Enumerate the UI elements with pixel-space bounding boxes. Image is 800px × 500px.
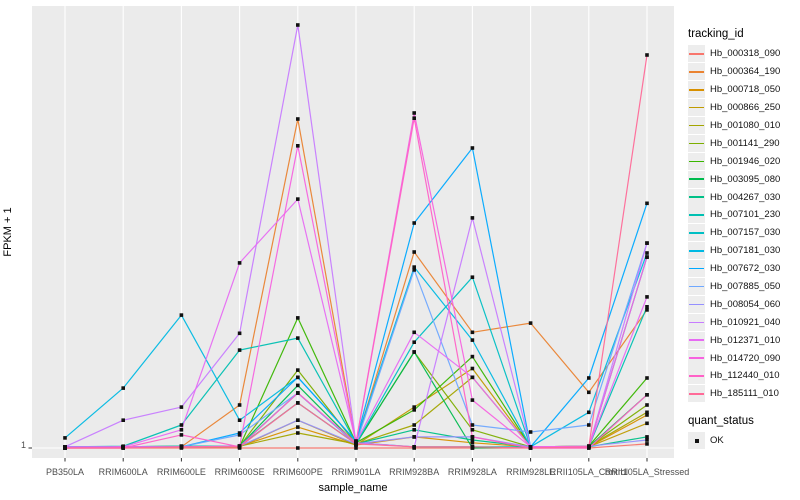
legend-item-label: Hb_007885_050 (710, 281, 781, 293)
legend-key-swatch (688, 63, 705, 81)
legend-item: Hb_000318_090 (688, 45, 800, 63)
legend-item: Hb_003095_080 (688, 170, 800, 188)
x-tick-label: RRIM600SE (214, 467, 265, 477)
legend-item-label: Hb_001946_020 (710, 155, 781, 167)
legend-item: Hb_000364_190 (688, 63, 800, 81)
legend-key-swatch (688, 260, 705, 278)
legend-item: Hb_185111_010 (688, 385, 800, 403)
legend-item-label: Hb_112440_010 (710, 370, 780, 382)
legend-item-label: Hb_000364_190 (710, 66, 781, 78)
legend-item-label: Hb_001080_010 (710, 120, 781, 131)
legend-items: Hb_000318_090 Hb_000364_190 Hb_000718_050 H… (688, 45, 800, 403)
legend-key-swatch (688, 349, 705, 367)
legend-item-label: Hb_000866_250 (710, 102, 781, 114)
legend-key-swatch (688, 117, 705, 134)
legend-key-swatch (688, 206, 705, 224)
legend-item: Hb_112440_010 (688, 367, 800, 385)
legend-item: Hb_004267_030 (688, 188, 800, 206)
legend-item-label: Hb_004267_030 (710, 191, 781, 203)
legend-key-swatch (688, 134, 705, 152)
x-tick-label: RRIM901LA (331, 467, 381, 477)
y-tick-label: 1 (20, 440, 26, 450)
legend-item: Hb_001946_020 (688, 152, 800, 170)
legend-item: Hb_007157_030 (688, 224, 800, 242)
legend-key-swatch (688, 152, 705, 170)
legend-key-swatch (688, 278, 705, 296)
legend-item: Hb_014720_090 (688, 349, 800, 367)
legend-item-label: OK (710, 435, 724, 447)
x-tick-label: RRIM928BA (389, 467, 440, 477)
legend-item: Hb_007885_050 (688, 278, 800, 296)
legend-item-label: Hb_010921_040 (710, 316, 781, 328)
ok-square-icon (688, 432, 705, 450)
legend-key-swatch (688, 224, 705, 242)
legend-title-quant-status: quant_status (688, 414, 754, 427)
legend-item: Hb_001080_010 (688, 117, 800, 135)
legend-item-label: Hb_185111_010 (710, 388, 779, 400)
legend: tracking_id Hb_000318_090 Hb_000364_190 Hb… (688, 28, 800, 450)
x-tick-label: RRIM600LE (156, 467, 206, 477)
legend-key-swatch (688, 331, 705, 349)
legend-item: Hb_007101_230 (688, 206, 800, 224)
legend-key-swatch (688, 81, 705, 99)
legend-key-swatch (688, 242, 705, 260)
legend-item-label: Hb_000318_090 (710, 48, 781, 60)
x-tick-label: RRII105LA_Stressed (604, 467, 690, 477)
legend-item-label: Hb_007157_030 (710, 227, 781, 239)
legend-item-label: Hb_000718_050 (710, 84, 781, 96)
legend-item: Hb_008054_060 (688, 295, 800, 313)
x-tick-label: RRII105LA_Control (549, 467, 628, 477)
legend-item-label: Hb_008054_060 (710, 298, 781, 310)
legend-key-swatch (688, 170, 705, 188)
legend-item: Hb_007181_030 (688, 242, 800, 260)
legend-item-label: Hb_014720_090 (710, 352, 781, 364)
legend-item: Hb_001141_290 (688, 134, 800, 152)
x-tick-label: RRIM600LA (98, 467, 148, 477)
legend-title-tracking-id: tracking_id (688, 28, 744, 40)
legend-item-label: Hb_012371_010 (710, 334, 781, 346)
x-tick-label: RRIM928LA (447, 467, 497, 477)
legend-item: Hb_000866_250 (688, 99, 800, 117)
legend-key-swatch (688, 295, 705, 313)
x-tick-label: RRIM600PE (272, 467, 323, 477)
y-axis-title: FPKM + 1 (2, 207, 14, 257)
legend-key-swatch (688, 313, 705, 331)
x-axis-title: sample_name (318, 482, 388, 494)
legend-item-ok: OK (688, 432, 800, 450)
legend-key-swatch (688, 99, 705, 117)
x-tick-label: PB350LA (45, 467, 85, 477)
legend-item: Hb_012371_010 (688, 331, 800, 349)
x-tick-label: RRIM928LE (506, 467, 556, 477)
legend-item: Hb_007672_030 (688, 260, 800, 278)
legend-item: Hb_010921_040 (688, 313, 800, 331)
legend-item: Hb_000718_050 (688, 81, 800, 99)
legend-item-label: Hb_007672_030 (710, 263, 781, 275)
legend-key-swatch (688, 385, 705, 403)
legend-item-label: Hb_001141_290 (710, 137, 780, 149)
legend-item-label: Hb_003095_080 (710, 173, 781, 185)
legend-item-label: Hb_007181_030 (710, 245, 781, 257)
legend-key-swatch (688, 367, 705, 385)
legend-item-label: Hb_007101_230 (710, 209, 781, 221)
legend-key-swatch (688, 45, 705, 63)
legend-key-swatch (688, 188, 705, 206)
